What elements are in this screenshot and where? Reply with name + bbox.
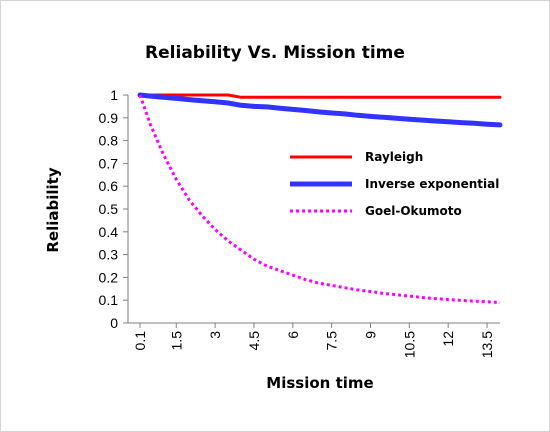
x-axis-title: Mission time <box>266 374 373 392</box>
chart-title: Reliability Vs. Mission time <box>145 43 405 63</box>
series-line-rayleigh <box>138 93 502 99</box>
axes: 0 0.1 0.2 0.3 0.4 0.5 0.6 0.7 0.8 0.9 1 0.1 1.5 3 4.5 6… <box>99 87 500 358</box>
x-tick-label: 1.5 <box>168 331 184 351</box>
y-tick-label: 0.9 <box>99 110 119 126</box>
y-tick-label: 0.4 <box>99 224 119 240</box>
x-tick-label: 6 <box>285 331 301 339</box>
y-tick-label: 0 <box>110 315 118 331</box>
series-layer <box>137 92 503 304</box>
y-tick-label: 0.1 <box>99 292 119 308</box>
legend-label-rayleigh: Rayleigh <box>365 150 423 164</box>
y-tick-label: 0.7 <box>99 155 119 171</box>
legend-label-goel-okumoto: Goel-Okumoto <box>365 204 462 218</box>
y-tick-label: 0.8 <box>99 133 119 149</box>
x-tick-label: 7.5 <box>324 331 340 351</box>
y-tick-label: 0.2 <box>99 269 119 285</box>
series-line-goel-okumoto <box>138 94 501 304</box>
legend: Rayleigh Inverse exponential Goel-Okumoto <box>290 150 499 218</box>
x-tick-label: 10.5 <box>401 331 417 358</box>
y-tick-label: 0.6 <box>99 178 119 194</box>
y-axis-title: Reliability <box>44 167 62 252</box>
x-tick-label: 13.5 <box>479 331 495 358</box>
x-tick-label: 9 <box>363 331 379 339</box>
x-tick-label: 3 <box>207 331 223 339</box>
x-tick-label: 12 <box>440 331 456 347</box>
x-tick-label: 4.5 <box>246 331 262 351</box>
y-tick-label: 0.5 <box>99 201 119 217</box>
legend-label-inverse-exponential: Inverse exponential <box>365 177 499 191</box>
y-tick-label: 0.3 <box>99 247 119 263</box>
x-tick-label: 0.1 <box>132 331 148 351</box>
y-tick-label: 1 <box>110 87 118 103</box>
series-line-inverse-exponential <box>137 92 503 128</box>
